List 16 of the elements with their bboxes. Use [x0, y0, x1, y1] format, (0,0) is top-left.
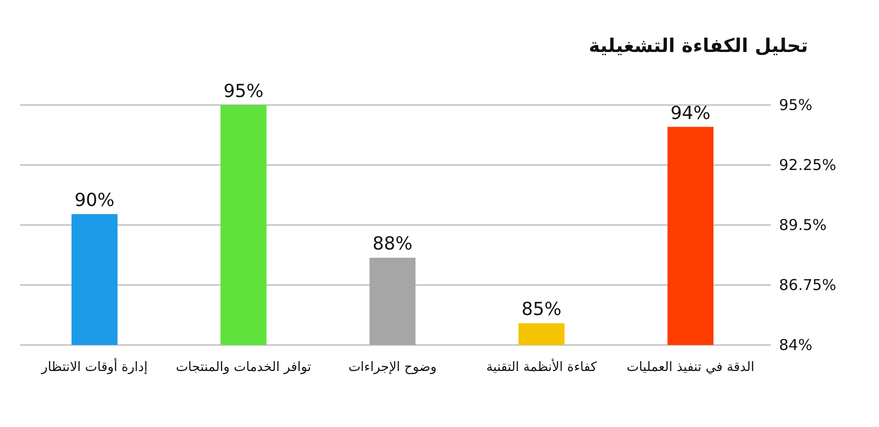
category-label: الدقة في تنفيذ العمليات: [626, 360, 754, 375]
tick-label: 95%: [779, 96, 812, 114]
data-label: 95%: [224, 81, 264, 102]
tick-label: 89.5%: [779, 216, 827, 234]
category-label: وضوح الإجراءات: [348, 360, 437, 375]
data-label: 88%: [372, 234, 412, 255]
data-label: 90%: [74, 190, 114, 212]
category-label: إدارة أوقات الانتظار: [41, 360, 148, 375]
tick-label: 84%: [779, 336, 812, 354]
data-label: 94%: [670, 102, 710, 124]
category-label: توافر الخدمات والمنتجات: [176, 360, 312, 375]
data-label: 85%: [522, 299, 562, 320]
category-label: كفاءة الأنظمة التقنية: [486, 360, 597, 375]
tick-label: 92.25%: [779, 156, 836, 174]
tick-label: 86.75%: [779, 276, 836, 294]
title: تحليل الكفاءة التشغيلية: [588, 35, 808, 57]
